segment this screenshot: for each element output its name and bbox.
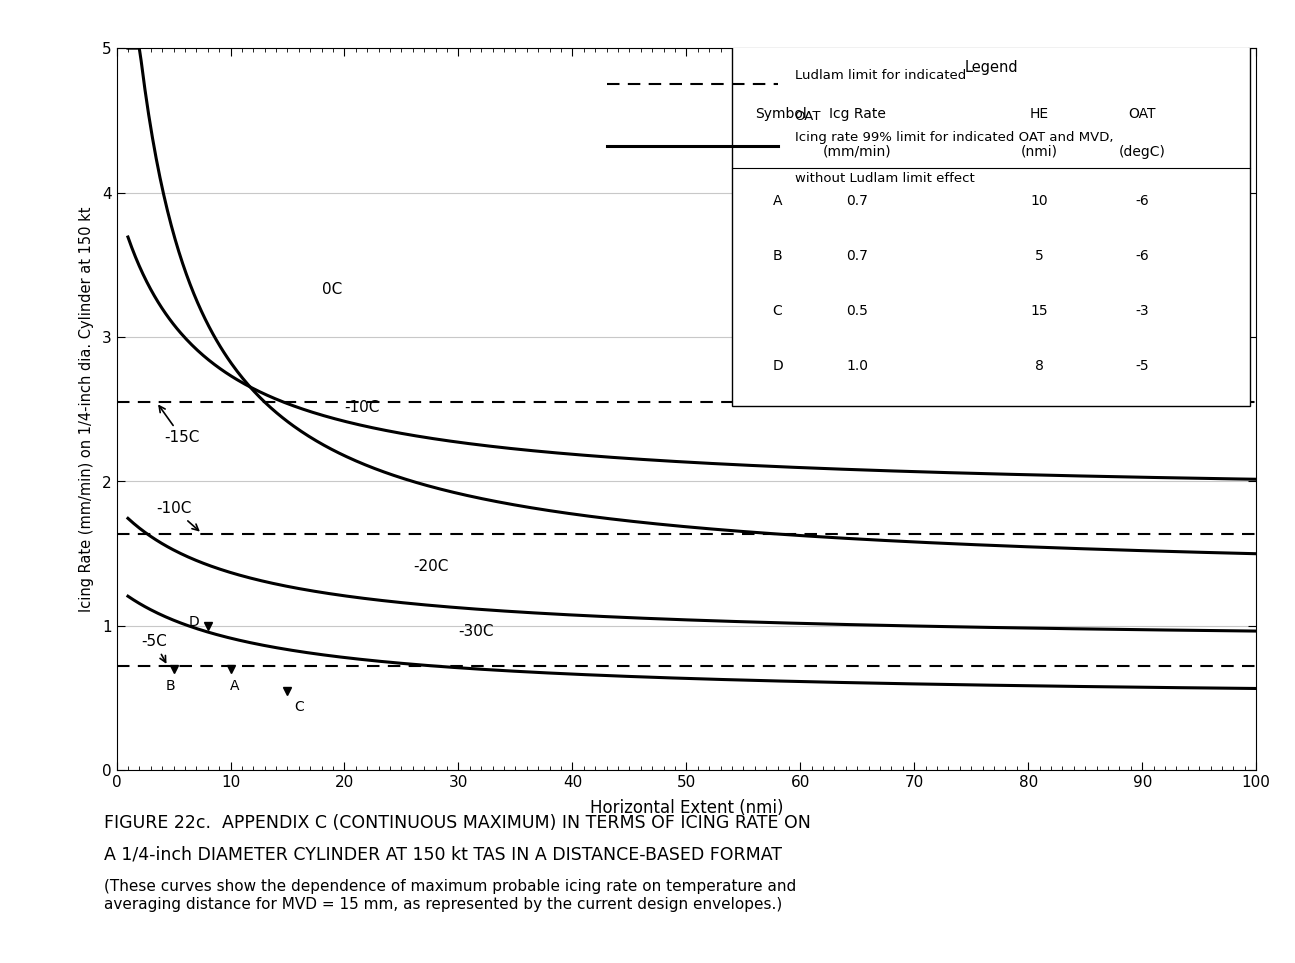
Text: -10C: -10C bbox=[344, 401, 379, 415]
Text: OAT: OAT bbox=[1128, 107, 1156, 121]
Text: -5: -5 bbox=[1136, 358, 1149, 373]
Text: Legend: Legend bbox=[965, 60, 1018, 75]
Text: 0C: 0C bbox=[321, 282, 342, 297]
Text: OAT: OAT bbox=[795, 110, 821, 122]
Text: -6: -6 bbox=[1136, 248, 1149, 263]
Text: D: D bbox=[772, 358, 783, 373]
Text: without Ludlam limit effect: without Ludlam limit effect bbox=[795, 171, 974, 185]
Text: 0.7: 0.7 bbox=[847, 195, 868, 208]
Text: 0.5: 0.5 bbox=[847, 304, 868, 318]
Text: -30C: -30C bbox=[458, 624, 493, 639]
X-axis label: Horizontal Extent (nmi): Horizontal Extent (nmi) bbox=[589, 798, 783, 817]
Text: FIGURE 22c.  APPENDIX C (CONTINUOUS MAXIMUM) IN TERMS OF ICING RATE ON: FIGURE 22c. APPENDIX C (CONTINUOUS MAXIM… bbox=[104, 814, 811, 832]
Text: (nmi): (nmi) bbox=[1022, 144, 1058, 159]
Text: 0.7: 0.7 bbox=[847, 248, 868, 263]
Bar bbox=[732, 38, 1251, 406]
Text: (These curves show the dependence of maximum probable icing rate on temperature : (These curves show the dependence of max… bbox=[104, 879, 796, 912]
Text: C: C bbox=[294, 700, 304, 715]
Y-axis label: Icing Rate (mm/min) on 1/4-inch dia. Cylinder at 150 kt: Icing Rate (mm/min) on 1/4-inch dia. Cyl… bbox=[79, 206, 93, 612]
Text: B: B bbox=[773, 248, 782, 263]
Text: -10C: -10C bbox=[157, 502, 198, 531]
Text: B: B bbox=[166, 679, 175, 692]
Text: -3: -3 bbox=[1136, 304, 1149, 318]
Text: C: C bbox=[773, 304, 782, 318]
Text: 1.0: 1.0 bbox=[847, 358, 868, 373]
Text: A 1/4-inch DIAMETER CYLINDER AT 150 kt TAS IN A DISTANCE-BASED FORMAT: A 1/4-inch DIAMETER CYLINDER AT 150 kt T… bbox=[104, 846, 782, 864]
Text: (mm/min): (mm/min) bbox=[824, 144, 891, 159]
Text: A: A bbox=[773, 195, 782, 208]
Text: A: A bbox=[231, 679, 240, 692]
Text: 15: 15 bbox=[1031, 304, 1049, 318]
Text: 5: 5 bbox=[1035, 248, 1044, 263]
Text: D: D bbox=[189, 615, 199, 629]
Text: 8: 8 bbox=[1035, 358, 1044, 373]
Text: -5C: -5C bbox=[141, 635, 167, 663]
Text: Symbol: Symbol bbox=[755, 107, 807, 121]
Text: Icing rate 99% limit for indicated OAT and MVD,: Icing rate 99% limit for indicated OAT a… bbox=[795, 131, 1114, 144]
Text: (degC): (degC) bbox=[1119, 144, 1166, 159]
Text: 10: 10 bbox=[1031, 195, 1049, 208]
Text: -6: -6 bbox=[1136, 195, 1149, 208]
Text: HE: HE bbox=[1030, 107, 1049, 121]
Text: -20C: -20C bbox=[413, 560, 448, 574]
Text: Ludlam limit for indicated: Ludlam limit for indicated bbox=[795, 69, 966, 82]
Text: -15C: -15C bbox=[159, 405, 199, 446]
Text: Icg Rate: Icg Rate bbox=[829, 107, 886, 121]
